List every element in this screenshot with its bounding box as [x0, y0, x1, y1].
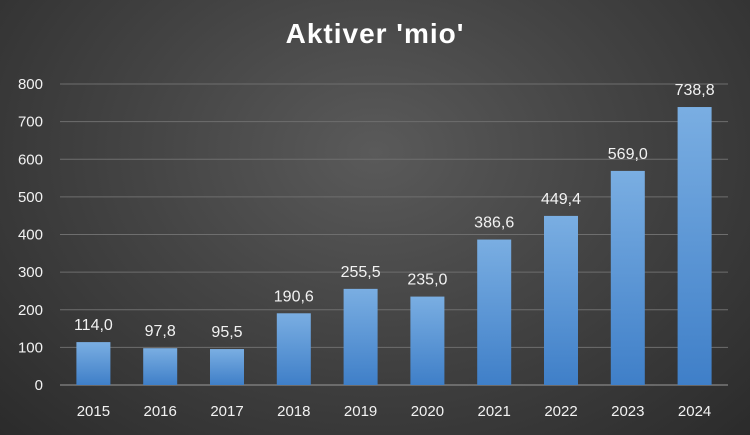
bar-2024: [677, 107, 712, 386]
bar-2018: [276, 313, 311, 385]
data-label-2022: 449,4: [541, 191, 581, 208]
bars: [76, 107, 712, 386]
bar-2021: [477, 239, 512, 385]
data-label-2020: 235,0: [407, 272, 447, 289]
bar-2022: [544, 215, 578, 385]
data-label-2016: 97,8: [145, 323, 176, 340]
bar-2019: [343, 288, 378, 385]
data-labels: 114,0 97,8 95,5 190,6 255,5 235,0 386,6 449,4 56…: [74, 82, 715, 341]
data-label-2015: 114,0: [74, 317, 113, 334]
y-tick-label: 300: [18, 264, 43, 281]
x-tick-label: 2020: [411, 403, 444, 420]
y-tick-label: 500: [18, 189, 43, 206]
data-label-2021: 386,6: [474, 215, 514, 232]
bar-2023: [610, 170, 645, 385]
y-tick-label: 400: [18, 227, 43, 244]
y-tick-label: 0: [35, 377, 43, 394]
chart-title: Aktiver 'mio': [285, 18, 465, 49]
data-label-2024: 738,8: [675, 82, 715, 99]
bar-2020: [410, 296, 445, 385]
x-tick-label: 2021: [478, 403, 511, 420]
data-label-2023: 569,0: [608, 146, 648, 163]
y-tick-label: 800: [18, 76, 43, 93]
data-label-2017: 95,5: [211, 324, 242, 341]
x-tick-label: 2015: [77, 403, 110, 420]
x-tick-label: 2022: [544, 403, 577, 420]
y-tick-label: 600: [18, 151, 43, 168]
x-axis-ticks: 2015 2016 2017 2018 2019 2020 2021 2022 2023 2024: [77, 403, 712, 420]
bar-2017: [210, 349, 244, 385]
bar-2015: [76, 342, 111, 385]
x-tick-label: 2016: [144, 403, 177, 420]
y-tick-label: 200: [18, 302, 43, 319]
x-tick-label: 2017: [210, 403, 243, 420]
bar-2016: [143, 348, 178, 385]
x-tick-label: 2024: [678, 403, 711, 420]
data-label-2019: 255,5: [341, 264, 381, 281]
x-tick-label: 2019: [344, 403, 377, 420]
x-tick-label: 2023: [611, 403, 644, 420]
x-tick-label: 2018: [277, 403, 310, 420]
y-tick-label: 700: [18, 114, 43, 131]
y-tick-label: 100: [18, 339, 43, 356]
y-axis-ticks: 0 100 200 300 400 500 600 700 800: [18, 76, 43, 394]
data-label-2018: 190,6: [274, 288, 314, 305]
